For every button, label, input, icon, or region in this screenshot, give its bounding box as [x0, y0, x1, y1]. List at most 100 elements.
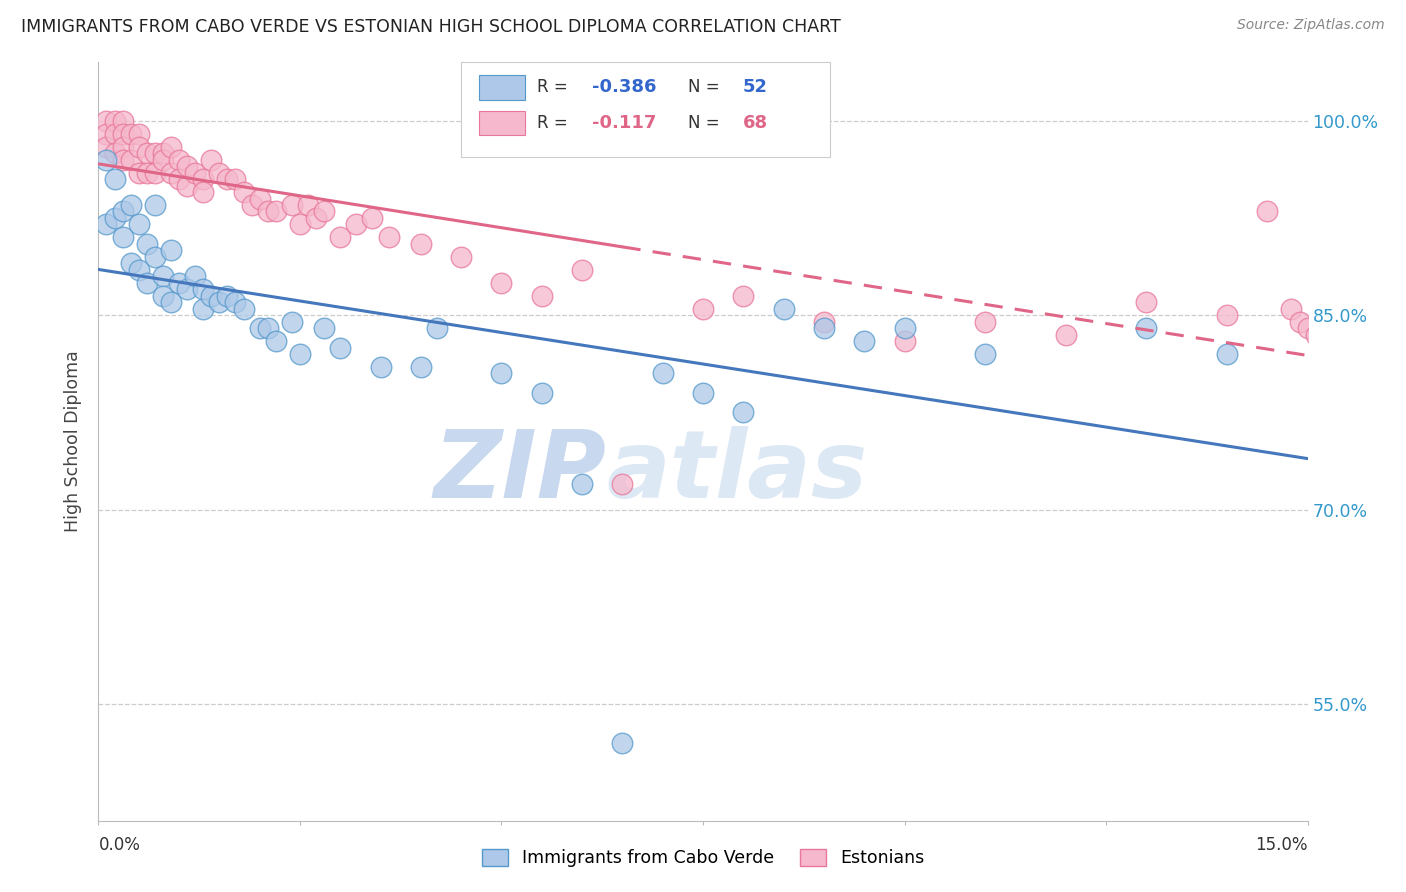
Point — [893, 321, 915, 335]
Point — [853, 334, 876, 348]
Text: -0.386: -0.386 — [592, 78, 657, 96]
Point — [208, 295, 231, 310]
Point — [571, 262, 593, 277]
Point — [1216, 347, 1239, 361]
Point — [329, 230, 352, 244]
Point — [344, 218, 367, 232]
Point — [96, 113, 118, 128]
Point — [193, 172, 215, 186]
Point — [176, 159, 198, 173]
Point — [281, 198, 304, 212]
Text: 52: 52 — [742, 78, 768, 96]
Point — [152, 289, 174, 303]
Point — [1296, 321, 1319, 335]
Point — [409, 359, 432, 374]
Text: ZIP: ZIP — [433, 425, 606, 518]
Point — [120, 153, 142, 167]
Point — [377, 230, 399, 244]
Point — [103, 211, 125, 225]
Text: atlas: atlas — [606, 425, 868, 518]
Point — [128, 262, 150, 277]
Point — [143, 166, 166, 180]
Text: N =: N = — [689, 114, 725, 132]
Point — [143, 146, 166, 161]
Point — [249, 192, 271, 206]
Point — [692, 301, 714, 316]
Point — [167, 172, 190, 186]
Point — [491, 367, 513, 381]
Point — [217, 289, 239, 303]
Point — [733, 289, 755, 303]
Point — [1288, 315, 1310, 329]
Point — [96, 218, 118, 232]
Point — [264, 334, 287, 348]
Point — [249, 321, 271, 335]
Point — [111, 230, 134, 244]
Point — [256, 204, 278, 219]
Point — [530, 289, 553, 303]
Point — [103, 172, 125, 186]
Point — [200, 289, 222, 303]
Point — [974, 315, 997, 329]
Point — [893, 334, 915, 348]
Text: IMMIGRANTS FROM CABO VERDE VS ESTONIAN HIGH SCHOOL DIPLOMA CORRELATION CHART: IMMIGRANTS FROM CABO VERDE VS ESTONIAN H… — [21, 18, 841, 36]
Text: R =: R = — [537, 114, 574, 132]
Point — [733, 405, 755, 419]
Point — [96, 153, 118, 167]
Point — [120, 198, 142, 212]
Point — [1305, 327, 1327, 342]
Point — [193, 282, 215, 296]
Point — [329, 341, 352, 355]
Point — [813, 315, 835, 329]
Point — [224, 172, 246, 186]
Point — [530, 386, 553, 401]
Point — [1312, 334, 1334, 348]
FancyBboxPatch shape — [461, 62, 830, 157]
Point — [135, 236, 157, 251]
Point — [193, 301, 215, 316]
Point — [224, 295, 246, 310]
Bar — [479, 75, 526, 100]
Text: R =: R = — [537, 78, 574, 96]
Text: Source: ZipAtlas.com: Source: ZipAtlas.com — [1237, 18, 1385, 32]
Point — [1054, 327, 1077, 342]
Point — [167, 276, 190, 290]
Point — [450, 250, 472, 264]
Point — [297, 198, 319, 212]
Point — [1135, 321, 1157, 335]
Point — [1256, 204, 1278, 219]
Point — [103, 146, 125, 161]
Point — [193, 185, 215, 199]
Point — [314, 321, 336, 335]
Point — [176, 282, 198, 296]
Point — [135, 276, 157, 290]
Point — [135, 146, 157, 161]
Point — [1281, 301, 1303, 316]
Point — [128, 127, 150, 141]
Point — [111, 153, 134, 167]
Point — [160, 166, 183, 180]
Legend: Immigrants from Cabo Verde, Estonians: Immigrants from Cabo Verde, Estonians — [475, 842, 931, 874]
Point — [361, 211, 384, 225]
Point — [232, 301, 254, 316]
Point — [176, 178, 198, 193]
Point — [612, 736, 634, 750]
Point — [288, 347, 311, 361]
Point — [772, 301, 794, 316]
Point — [120, 127, 142, 141]
Point — [370, 359, 392, 374]
Point — [256, 321, 278, 335]
Point — [160, 295, 183, 310]
Text: 0.0%: 0.0% — [98, 836, 141, 855]
Point — [167, 153, 190, 167]
Point — [571, 476, 593, 491]
Point — [184, 269, 207, 284]
Point — [96, 127, 118, 141]
Point — [813, 321, 835, 335]
Text: 15.0%: 15.0% — [1256, 836, 1308, 855]
Point — [152, 269, 174, 284]
Point — [111, 204, 134, 219]
Point — [135, 166, 157, 180]
Point — [612, 476, 634, 491]
Point — [184, 166, 207, 180]
